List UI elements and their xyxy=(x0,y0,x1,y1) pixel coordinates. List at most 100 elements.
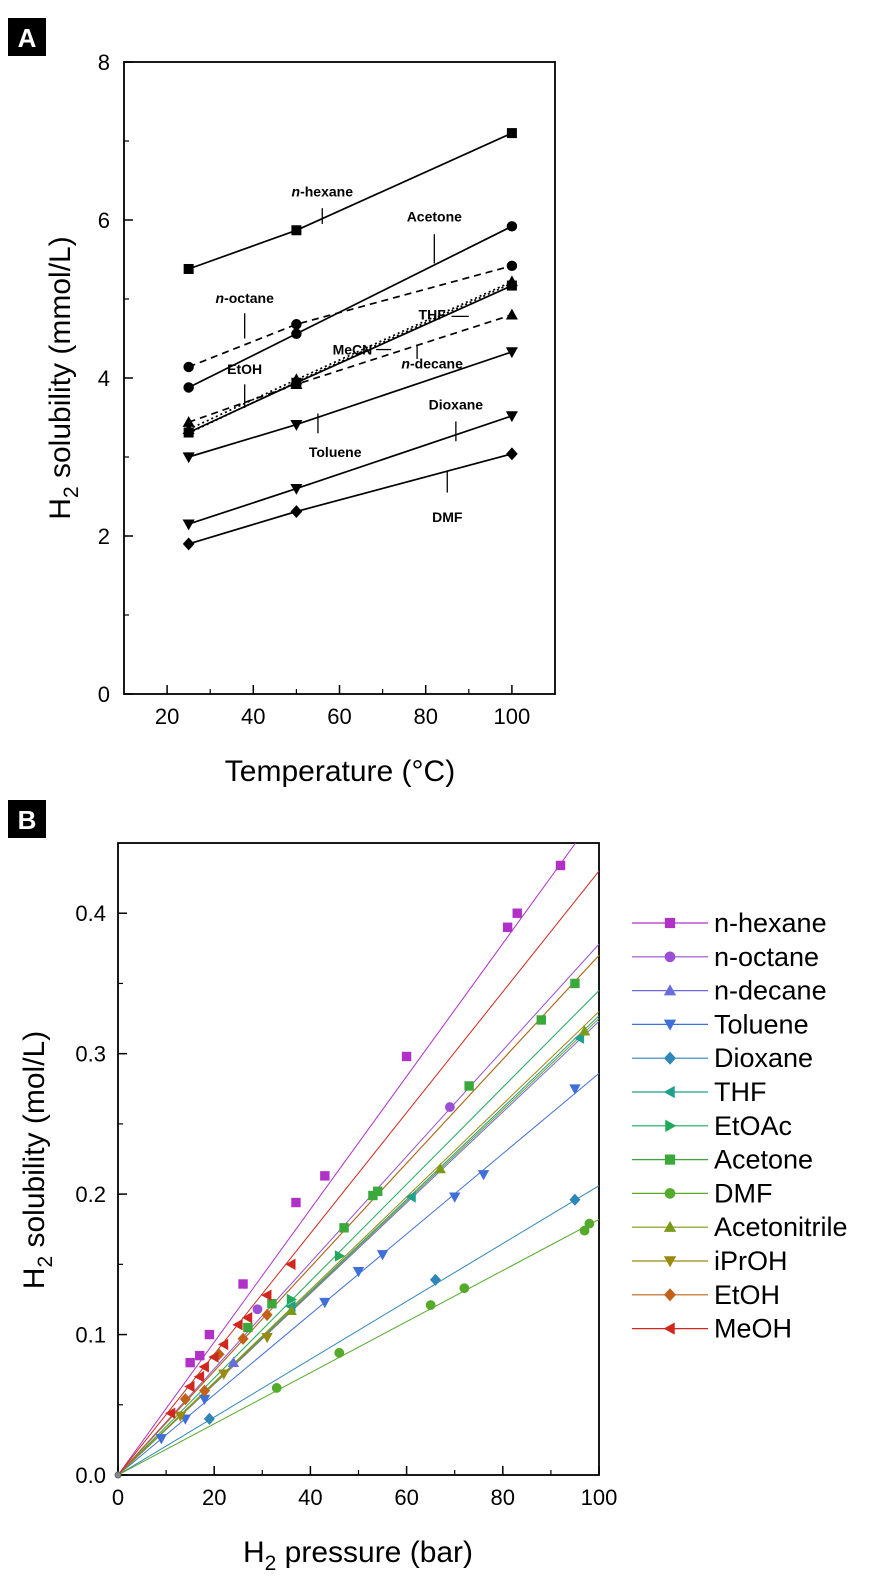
data-point-n-hexane xyxy=(238,1279,248,1289)
panel-a-x-tick-label: 40 xyxy=(241,704,265,729)
legend-label-iproh: iPrOH xyxy=(714,1246,788,1276)
panel-b-label: B xyxy=(18,805,37,835)
series-label-dmf: DMF xyxy=(432,509,463,525)
data-point-iproh xyxy=(261,1333,273,1344)
data-point-n-hexane xyxy=(183,263,194,274)
legend-marker-n-decane xyxy=(663,984,677,996)
series-label-text-dmf: DMF xyxy=(432,509,463,525)
data-point-n-hexane xyxy=(320,1171,330,1181)
series-label-text-n-decane: -decane xyxy=(410,356,463,372)
series-label-n-hexane: n-hexane xyxy=(292,183,354,199)
data-point-iproh xyxy=(218,1369,230,1380)
legend-label-n-decane: n-decane xyxy=(714,976,827,1006)
data-point-meoh xyxy=(285,1258,296,1271)
panel-a-x-tick-label: 20 xyxy=(155,704,179,729)
panel-a-annotations: n-hexaneAcetonen-octaneTHFMeCNn-decaneEt… xyxy=(216,183,484,524)
series-label-etoh: EtOH xyxy=(227,361,262,377)
data-point-etoh xyxy=(179,1393,191,1406)
legend-marker-dmf xyxy=(664,1188,676,1199)
panel-a-label-box xyxy=(8,18,46,56)
panel-b-y-tick-label: 0.1 xyxy=(75,1323,106,1348)
panel-a-plot-frame xyxy=(123,61,556,695)
series-label-text-n-octane: -octane xyxy=(224,290,274,306)
panel-a-x-axis-label: Temperature (°C) xyxy=(225,755,455,788)
series-label-italic-n-decane: n xyxy=(401,356,410,372)
data-point-toluene xyxy=(319,1297,331,1309)
origin-point xyxy=(114,1471,122,1479)
panel-b-y-tick-label: 0.3 xyxy=(75,1042,106,1067)
data-point-thf xyxy=(405,1191,416,1203)
legend-label-meoh: MeOH xyxy=(714,1314,792,1344)
data-point-acetonitrile xyxy=(578,1025,591,1036)
data-point-acetone xyxy=(267,1298,277,1309)
data-point-toluene xyxy=(477,1170,490,1181)
panel-a-y-label-h: H xyxy=(44,498,77,520)
data-point-n-hexane xyxy=(512,908,522,918)
panel-a-y-axis-label: H2 solubility (mmol/L) xyxy=(44,236,83,519)
legend-marker-thf xyxy=(663,1085,675,1099)
panel-b-x-tick-label: 40 xyxy=(298,1485,322,1510)
data-point-dmf xyxy=(334,1347,345,1358)
panel-b-plot-frame xyxy=(117,842,600,1476)
data-point-acetone xyxy=(183,382,194,393)
series-label-thf: THF xyxy=(419,307,447,323)
data-point-meoh xyxy=(208,1351,219,1363)
data-point-n-decane xyxy=(505,308,518,320)
data-point-meoh xyxy=(184,1380,195,1393)
legend-marker-etoac xyxy=(665,1119,677,1132)
data-point-dmf xyxy=(425,1300,436,1310)
series-label-text-n-hexane: -hexane xyxy=(300,183,353,199)
legend-marker-toluene xyxy=(663,1019,677,1031)
data-point-n-hexane xyxy=(185,1357,195,1368)
data-point-etoh xyxy=(199,1384,211,1397)
data-point-etoac xyxy=(286,1293,298,1306)
data-point-iproh xyxy=(174,1411,187,1422)
panel-b-x-tick-label: 20 xyxy=(202,1485,226,1510)
data-point-meoh xyxy=(242,1312,253,1324)
data-point-acetone xyxy=(339,1223,349,1233)
legend-label-n-octane: n-octane xyxy=(714,942,819,972)
data-point-n-octane xyxy=(183,361,194,373)
data-point-meoh xyxy=(198,1361,209,1373)
data-point-dioxane xyxy=(505,411,518,423)
legend-label-n-hexane: n-hexane xyxy=(714,908,827,938)
data-point-n-hexane xyxy=(195,1350,205,1361)
series-label-toluene: Toluene xyxy=(309,444,362,460)
data-point-n-hexane xyxy=(204,1329,215,1340)
legend-label-thf: THF xyxy=(714,1077,766,1107)
data-point-n-hexane xyxy=(506,128,517,139)
series-label-n-decane: n-decane xyxy=(401,356,463,372)
panel-b-x-label-sub: 2 xyxy=(265,1552,277,1575)
series-label-italic-n-hexane: n xyxy=(292,183,301,199)
data-point-acetone xyxy=(243,1322,253,1333)
data-point-dmf xyxy=(506,447,518,461)
data-point-n-hexane xyxy=(291,1197,301,1208)
legend-label-dioxane: Dioxane xyxy=(714,1043,813,1073)
series-line-etoac xyxy=(117,990,600,1476)
series-label-text-etoh: EtOH xyxy=(227,361,262,377)
legend-label-etoac: EtOAc xyxy=(714,1111,792,1141)
data-point-n-hexane xyxy=(555,860,566,871)
data-point-acetone xyxy=(291,328,302,339)
panel-b-x-tick-label: 80 xyxy=(491,1485,515,1510)
data-point-acetone xyxy=(373,1186,383,1197)
data-point-toluene xyxy=(290,419,303,431)
data-point-dmf xyxy=(271,1383,282,1393)
data-point-dmf xyxy=(579,1225,590,1236)
panel-b-x-axis-label: H2 pressure (bar) xyxy=(243,1536,473,1575)
data-point-dmf xyxy=(584,1218,595,1229)
legend-marker-dioxane xyxy=(664,1051,676,1065)
legend-marker-acetonitrile xyxy=(663,1220,677,1232)
panel-a-y-tick-label: 4 xyxy=(98,366,110,391)
legend-label-acetonitrile: Acetonitrile xyxy=(714,1212,848,1242)
panel-b-y-label-sub: 2 xyxy=(34,1256,57,1268)
panel-a-label: A xyxy=(18,23,37,53)
series-label-text-dioxane: Dioxane xyxy=(429,397,484,413)
panel-b-series xyxy=(114,842,600,1479)
legend-marker-n-octane xyxy=(664,951,676,963)
series-line-n-hexane xyxy=(117,842,577,1476)
series-line-dioxane xyxy=(117,1185,600,1476)
panel-a-y-label-sub: 2 xyxy=(60,486,83,498)
data-point-toluene xyxy=(155,1434,167,1445)
data-point-thf xyxy=(573,1032,585,1044)
